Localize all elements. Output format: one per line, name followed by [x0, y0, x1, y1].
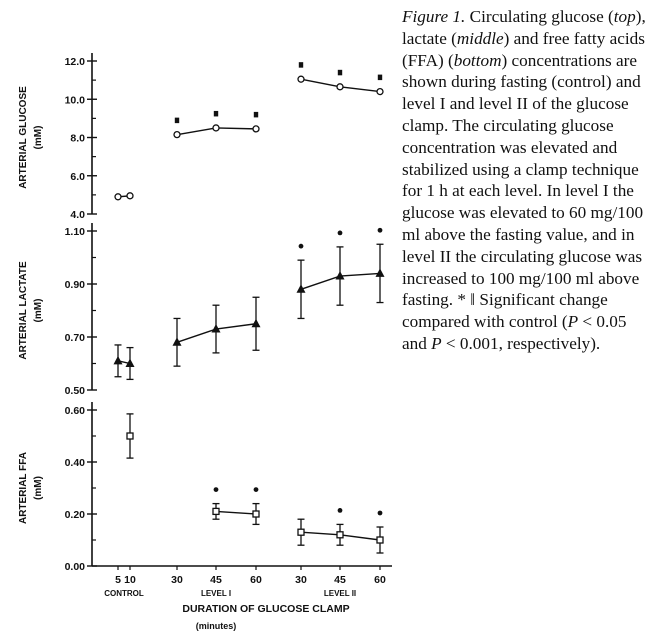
panel-ffa-y-tick-label: 0.20 [65, 509, 86, 521]
panel-glucose-point [212, 124, 220, 132]
panel-ffa-point [212, 507, 220, 516]
panel-ffa-significance-p005 [377, 510, 383, 516]
x-tick-label: 5 [115, 574, 121, 586]
caption-part-2: ), lactate ( [402, 7, 646, 48]
caption-part-4: ) and free fatty acids (FFA) ( [402, 28, 645, 70]
panel-lactate-y-tick-label: 0.90 [65, 279, 86, 291]
panel-glucose-y-label: ARTERIAL GLUCOSE [18, 86, 29, 189]
panel-glucose-significance-p001 [337, 69, 343, 76]
caption-part-3: middle [456, 28, 504, 48]
panel-glucose-point [173, 130, 181, 139]
x-tick-label: 30 [171, 574, 183, 586]
caption-part-1: top [613, 7, 636, 26]
panel-glucose-y-tick-label: 10.0 [65, 94, 86, 106]
panel-glucose-significance-p001 [174, 117, 180, 124]
x-tick-label: 30 [295, 574, 307, 586]
panel-lactate-y-label: ARTERIAL LACTATE [18, 261, 29, 360]
caption-part-8: < 0.05 and [402, 312, 627, 353]
panel-ffa-significance-p005 [213, 487, 219, 492]
panel-glucose-y-tick-label: 8.0 [70, 133, 85, 145]
panel-glucose-y-tick-label: 12.0 [65, 56, 86, 68]
panel-lactate-point [375, 268, 385, 277]
panel-lactate-significance-p005 [337, 230, 343, 236]
panel-lactate-point [251, 318, 261, 328]
caption-part-5: bottom [453, 50, 502, 70]
panel-glucose-point [336, 83, 344, 91]
panel-lactate-point [335, 271, 345, 280]
panel-lactate-point [113, 355, 123, 365]
panel-glucose-significance-p001 [298, 62, 304, 68]
panel-glucose-y-unit: (mM) [33, 126, 44, 150]
caption-part-0: Circulating glucose ( [465, 7, 614, 26]
panel-ffa-point [297, 528, 305, 536]
panel-ffa-y-tick-label: 0.60 [65, 405, 86, 417]
panel-glucose-significance-p001 [377, 74, 383, 81]
x-tick-label: 60 [250, 574, 262, 586]
labels-layer: 4.0 6.0 8.0 10.0 12.0 ARTERIAL GLUCOSE (mM) 0.5… [18, 56, 386, 631]
panel-lactate-y-unit: (mM) [33, 299, 44, 323]
panel-lactate-y-tick-label: 0.70 [65, 332, 86, 344]
panel-lactate-y-tick-label: 1.10 [65, 226, 86, 238]
caption-paragraph: Figure 1. Circulating glucose (top), lac… [402, 6, 654, 355]
x-axis-unit: (minutes) [196, 621, 237, 631]
panel-glucose-point [126, 192, 134, 200]
panel-ffa-significance-p005 [253, 487, 259, 492]
panel-ffa-point [126, 432, 134, 440]
panel-ffa-point [252, 510, 260, 518]
panel-lactate-significance-p005 [377, 227, 383, 233]
panel-glucose-y-tick-label: 6.0 [70, 171, 85, 183]
panel-ffa-y-tick-label: 0.40 [65, 457, 86, 469]
figure-label: Figure 1. [402, 7, 466, 26]
x-group-label: LEVEL I [201, 589, 231, 598]
panel-lactate-point [296, 284, 306, 293]
panel-glucose-significance-p001 [253, 111, 259, 118]
x-tick-label: 45 [334, 574, 346, 586]
x-axis-label: DURATION OF GLUCOSE CLAMP [182, 603, 349, 615]
panel-ffa-y-label: ARTERIAL FFA [18, 452, 29, 524]
caption-body: Circulating glucose (top), lactate (midd… [402, 7, 646, 353]
panel-lactate-point [172, 337, 182, 346]
panel-glucose-y-tick-label: 4.0 [70, 209, 85, 221]
panel-lactate-y-tick-label: 0.50 [65, 385, 86, 397]
panel-lactate-point [211, 324, 221, 333]
panel-glucose-point [297, 75, 305, 83]
panel-lactate-point [125, 358, 135, 367]
axes-layer [87, 53, 392, 570]
x-tick-label: 45 [210, 574, 222, 586]
panel-glucose-point [252, 125, 260, 133]
caption-part-7: P [567, 312, 579, 332]
x-tick-label: 60 [374, 574, 386, 586]
marks-layer [113, 62, 385, 554]
caption-part-10: < 0.001, respectively). [441, 333, 601, 353]
x-group-label: LEVEL II [324, 589, 356, 598]
figure-1-chart: 4.0 6.0 8.0 10.0 12.0 ARTERIAL GLUCOSE (mM) 0.5… [18, 53, 392, 631]
panel-ffa-point [376, 536, 384, 544]
caption-part-6: ) concentrations are shown during fastin… [402, 50, 644, 332]
x-group-label: CONTROL [104, 589, 144, 598]
panel-ffa-y-unit: (mM) [33, 476, 44, 500]
x-tick-label: 10 [124, 574, 136, 586]
panel-ffa-series-line-1 [215, 510, 257, 515]
panel-glucose-point [114, 193, 122, 201]
figure-caption: Figure 1. Circulating glucose (top), lac… [402, 6, 654, 355]
panel-glucose-significance-p001 [213, 110, 219, 117]
caption-part-9: P [431, 333, 442, 353]
panel-lactate-significance-p005 [298, 243, 304, 249]
panel-ffa-point [336, 531, 344, 539]
panel-glucose-point [376, 87, 384, 96]
panel-ffa-y-tick-label: 0.00 [65, 561, 86, 573]
panel-ffa-significance-p005 [337, 508, 343, 513]
